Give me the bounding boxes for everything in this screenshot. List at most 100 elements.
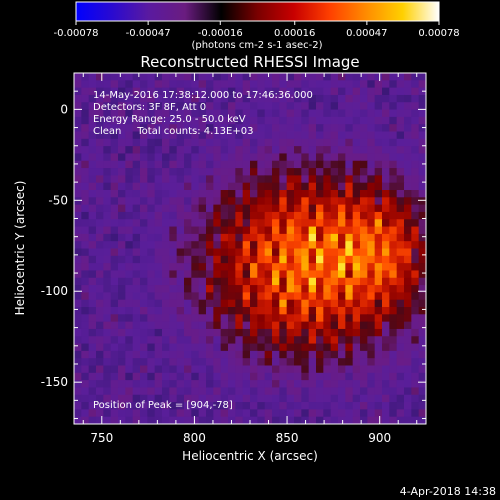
heatmap-cell [323,204,332,213]
heatmap-cell [294,197,302,206]
heatmap-cell [374,263,383,272]
heatmap-cell [176,233,185,242]
heatmap-cell [81,336,90,345]
heatmap-cell [404,350,412,359]
heatmap-cell [162,226,170,235]
heatmap-cell [198,131,207,140]
heatmap-cell [74,402,82,410]
heatmap-cell [396,402,405,410]
heatmap-cell [272,131,280,140]
heatmap-cell [213,241,222,250]
heatmap-cell [382,204,390,213]
heatmap-cell [125,124,134,133]
heatmap-cell [272,285,280,293]
heatmap-cell [184,277,192,286]
heatmap-cell [235,409,244,418]
heatmap-cell [264,131,273,140]
heatmap-cell [81,394,90,403]
heatmap-cell [411,263,420,272]
heatmap-cell [367,109,376,118]
heatmap-cell [132,387,141,396]
heatmap-cell [184,80,192,89]
heatmap-cell [198,168,207,176]
heatmap-cell [404,131,412,140]
heatmap-cell [154,380,163,389]
heatmap-cell [242,277,251,286]
heatmap-cell [154,87,163,96]
heatmap-cell [323,263,332,272]
heatmap-cell [103,365,112,374]
heatmap-cell [396,131,405,140]
heatmap-cell [118,321,126,330]
heatmap-cell [250,248,258,257]
heatmap-cell [213,153,222,162]
heatmap-cell [162,350,170,359]
heatmap-cell [323,380,332,389]
heatmap-cell [272,226,280,235]
heatmap-cell [374,372,383,381]
heatmap-cell [96,241,104,250]
heatmap-cell [360,182,368,191]
heatmap-cell [118,394,126,403]
heatmap-cell [140,146,148,155]
heatmap-cell [81,292,90,301]
heatmap-cell [360,292,368,301]
heatmap-cell [228,387,236,396]
heatmap-cell [110,255,119,264]
heatmap-cell [316,241,324,250]
heatmap-cell [184,197,192,206]
heatmap-cell [389,94,398,103]
heatmap-cell [374,219,383,228]
heatmap-cell [264,336,273,345]
heatmap-cell [140,277,148,286]
heatmap-cell [176,94,185,103]
heatmap-cell [374,80,383,89]
heatmap-cell [279,182,288,191]
heatmap-cell [360,219,368,228]
heatmap-cell [330,409,339,418]
heatmap-cell [154,204,163,213]
heatmap-cell [418,124,426,133]
heatmap-cell [228,380,236,389]
heatmap-cell [316,255,324,264]
heatmap-cell [389,394,398,403]
heatmap-cell [184,241,192,250]
heatmap-cell [96,343,104,352]
heatmap-cell [396,307,405,315]
heatmap-cell [250,277,258,286]
heatmap-cell [294,146,302,155]
heatmap-cell [330,168,339,176]
heatmap-cell [418,321,426,330]
heatmap-cell [176,73,185,81]
heatmap-cell [110,233,119,242]
heatmap-cell [250,416,258,424]
heatmap-cell [316,314,324,323]
heatmap-cell [176,248,185,257]
heatmap-cell [418,182,426,191]
heatmap-cell [286,372,295,381]
heatmap-cell [213,409,222,418]
heatmap-cell [257,336,266,345]
heatmap-cell [118,87,126,96]
heatmap-cell [191,416,200,424]
heatmap-cell [308,146,317,155]
heatmap-cell [81,116,90,125]
heatmap-cell [147,248,156,257]
heatmap-cell [382,409,390,418]
heatmap-cell [198,336,207,345]
heatmap-cell [294,387,302,396]
heatmap-cell [301,372,310,381]
heatmap-cell [110,358,119,367]
heatmap-cell [176,146,185,155]
heatmap-cell [162,285,170,293]
heatmap-cell [220,175,229,184]
heatmap-cell [257,80,266,89]
heatmap-cell [118,328,126,337]
heatmap-cell [147,124,156,133]
heatmap-cell [382,211,390,220]
heatmap-cell [330,299,339,308]
heatmap-cell [411,80,420,89]
heatmap-cell [162,380,170,389]
heatmap-cell [162,358,170,367]
heatmap-cell [228,87,236,96]
